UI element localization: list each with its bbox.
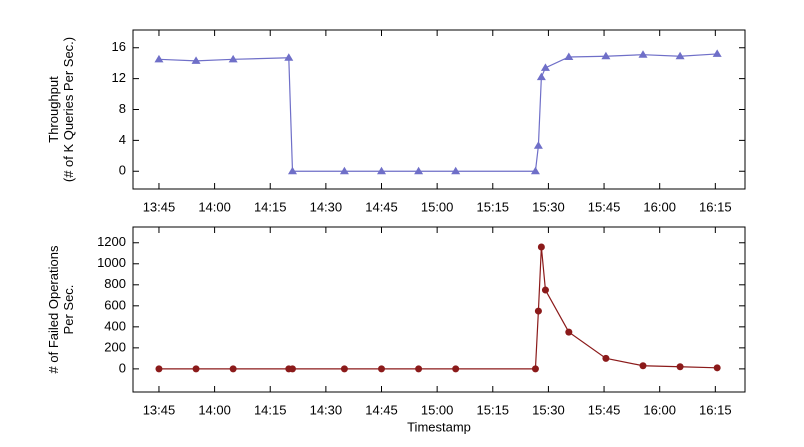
data-point <box>712 49 722 57</box>
y-tick-label: 200 <box>104 339 126 354</box>
x-tick-label: 14:00 <box>198 402 231 417</box>
x-axis-label: Timestamp <box>407 419 471 434</box>
data-point <box>536 72 546 81</box>
x-tick-label: 14:45 <box>365 402 398 417</box>
data-point <box>284 53 294 61</box>
data-point <box>675 51 685 60</box>
data-point <box>540 63 550 71</box>
data-point <box>154 54 164 63</box>
x-tick-label: 15:45 <box>588 402 621 417</box>
x-tick-label: 16:00 <box>643 402 676 417</box>
data-point <box>638 50 648 58</box>
x-tick-label: 14:30 <box>310 402 343 417</box>
y-tick-label: 800 <box>104 276 126 291</box>
x-tick-label: 16:00 <box>643 199 676 214</box>
y-tick-label: 600 <box>104 297 126 312</box>
data-point <box>639 362 647 370</box>
x-tick-label: 15:30 <box>532 402 565 417</box>
data-point <box>339 166 349 175</box>
data-point <box>601 51 611 60</box>
data-point <box>533 141 543 149</box>
y-axis-label: Per Sec. <box>61 285 76 335</box>
data-point <box>191 56 201 64</box>
y-axis-label: # of Failed Operations <box>46 245 61 373</box>
data-point <box>676 363 684 371</box>
x-tick-label: 15:15 <box>477 199 510 214</box>
data-point <box>340 365 348 373</box>
y-tick-label: 12 <box>112 70 126 85</box>
data-point <box>414 166 424 175</box>
data-point <box>530 166 540 175</box>
data-point <box>192 365 200 373</box>
y-tick-label: 8 <box>119 101 126 116</box>
x-tick-label: 16:15 <box>699 199 732 214</box>
data-point <box>155 365 163 373</box>
data-point <box>531 365 539 373</box>
x-tick-label: 15:15 <box>477 402 510 417</box>
data-point <box>713 364 721 372</box>
data-point <box>288 365 296 373</box>
y-tick-label: 1000 <box>97 255 126 270</box>
data-point <box>287 166 297 175</box>
x-tick-label: 14:15 <box>254 199 287 214</box>
x-tick-label: 13:45 <box>143 199 176 214</box>
y-tick-label: 0 <box>119 360 126 375</box>
data-point <box>452 365 460 373</box>
x-tick-label: 16:15 <box>699 402 732 417</box>
data-point <box>229 365 237 373</box>
data-point <box>565 328 573 336</box>
data-point <box>602 354 610 362</box>
y-tick-label: 0 <box>119 163 126 178</box>
x-tick-label: 14:15 <box>254 402 287 417</box>
y-tick-label: 400 <box>104 318 126 333</box>
x-tick-label: 15:30 <box>532 199 565 214</box>
y-tick-label: 4 <box>119 132 126 147</box>
data-point <box>451 166 461 175</box>
series-line <box>158 246 718 370</box>
series-line <box>158 53 718 172</box>
x-tick-label: 15:00 <box>421 402 454 417</box>
data-point <box>537 243 545 251</box>
data-point <box>541 286 549 294</box>
x-tick-label: 14:30 <box>310 199 343 214</box>
y-axis-label: Throughput <box>46 76 61 143</box>
x-tick-label: 15:00 <box>421 199 454 214</box>
data-point <box>415 365 423 373</box>
data-point <box>228 54 238 63</box>
y-axis-label: (# of K Queries Per Sec.) <box>61 37 76 182</box>
x-tick-label: 14:45 <box>365 199 398 214</box>
y-tick-label: 16 <box>112 39 126 54</box>
x-tick-label: 15:45 <box>588 199 621 214</box>
data-point <box>564 52 574 61</box>
y-tick-label: 1200 <box>97 234 126 249</box>
plot-frame <box>132 226 746 393</box>
data-point <box>377 166 387 175</box>
x-tick-label: 13:45 <box>143 402 176 417</box>
x-tick-label: 14:00 <box>198 199 231 214</box>
data-point <box>378 365 386 373</box>
data-point <box>534 307 542 315</box>
plot-frame <box>132 29 746 190</box>
